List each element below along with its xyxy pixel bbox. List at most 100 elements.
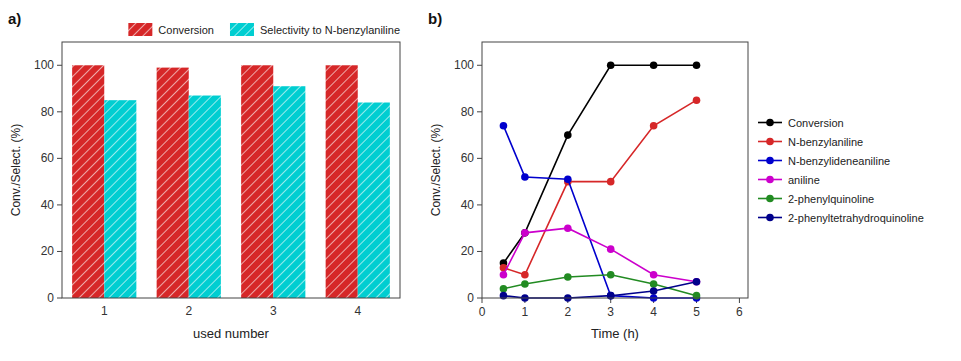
legend-label: Conversion [158,24,214,36]
legend-item: N-benzylideneaniline [758,155,890,167]
bar [326,65,358,298]
x-axis-label: Time (h) [591,326,639,341]
point [521,271,529,279]
legend-swatch [230,23,254,36]
legend-label: N-benzylaniline [788,136,863,148]
y-tick-label: 60 [461,151,475,165]
legend-label: 2-phenyltetrahydroquinoline [788,212,924,224]
legend-swatch [128,23,152,36]
point [607,178,615,186]
panel-title: a) [8,10,21,27]
point [500,271,508,279]
x-tick-label: 1 [101,304,108,318]
y-tick-label: 100 [454,58,474,72]
legend-marker [766,195,774,203]
panel-title: b) [428,10,442,27]
y-tick-label: 60 [41,151,55,165]
point [650,122,658,130]
y-tick [477,204,482,205]
series-line [503,126,696,298]
legend-marker [766,157,774,165]
point [521,280,529,288]
y-tick [477,111,482,112]
x-tick-label: 4 [354,304,361,318]
y-tick-label: 80 [41,105,55,119]
y-axis-label: Conv./Select. (%) [9,124,23,216]
point [693,278,701,286]
point [607,245,615,253]
point [521,173,529,181]
point [607,61,615,69]
legend-label: Conversion [788,117,844,129]
legend-label: 2-phenylquinoline [788,193,874,205]
series-line [503,65,696,263]
legend-marker [766,176,774,184]
point [650,271,658,279]
bar [189,96,221,298]
series-line [503,282,696,298]
point [564,224,572,232]
x-tick-label: 2 [564,305,571,319]
legend-label: N-benzylideneaniline [788,155,890,167]
x-tick [482,298,483,303]
x-tick-label: 2 [185,304,192,318]
x-tick [739,298,740,303]
bars [72,65,390,298]
x-tick-label: 3 [270,304,277,318]
background [0,0,961,361]
legend-item: Selectivity to N-benzylaniline [230,23,400,36]
point [607,271,615,279]
point [693,278,701,286]
plot-frame [62,42,400,298]
line-chart: 020406080100Conv./Select. (%)0123456b)Ti… [428,10,924,341]
y-tick [57,111,62,112]
bar [157,68,189,298]
y-tick [57,65,62,66]
y-tick-label: 80 [461,105,475,119]
point [564,176,572,184]
bar [104,100,136,298]
series-line [503,228,696,282]
bar [72,65,104,298]
lines [500,61,701,301]
point [500,285,508,293]
legend: Conversion N-benzylaniline N-benzylidenean… [758,117,924,224]
y-tick-label: 40 [461,198,475,212]
legend-marker [766,214,774,222]
bar [241,65,273,298]
y-tick [477,251,482,252]
chart-canvas: 020406080100Conv./Select. (%)1234a)used … [0,0,961,361]
point [693,61,701,69]
y-axis-label: Conv./Select. (%) [429,124,443,216]
x-axis-label: used number [193,326,270,341]
y-tick-label: 0 [47,291,54,305]
bar [273,86,305,298]
y-tick [57,251,62,252]
plot-frame [482,42,748,298]
legend: Conversion Selectivity to N-benzylaniline [128,23,400,36]
series-line [503,275,696,296]
x-tick-label: 1 [522,305,529,319]
y-tick [57,204,62,205]
legend-item: 2-phenyltetrahydroquinoline [758,212,924,224]
y-tick-label: 40 [41,198,55,212]
y-tick-label: 100 [34,58,54,72]
x-tick-label: 0 [479,305,486,319]
point [650,61,658,69]
y-tick [57,298,62,299]
legend-item: Conversion [128,23,214,36]
legend-item: aniline [758,174,820,186]
y-tick-label: 20 [41,244,55,258]
x-tick-label: 4 [650,305,657,319]
x-tick-label: 3 [607,305,614,319]
legend-label: Selectivity to N-benzylaniline [260,24,400,36]
legend-item: 2-phenylquinoline [758,193,874,205]
point [500,122,508,130]
y-tick [477,65,482,66]
point [650,280,658,288]
point [650,287,658,295]
legend-label: aniline [788,174,820,186]
point [693,96,701,104]
x-tick-label: 6 [736,305,743,319]
y-tick-label: 0 [467,291,474,305]
